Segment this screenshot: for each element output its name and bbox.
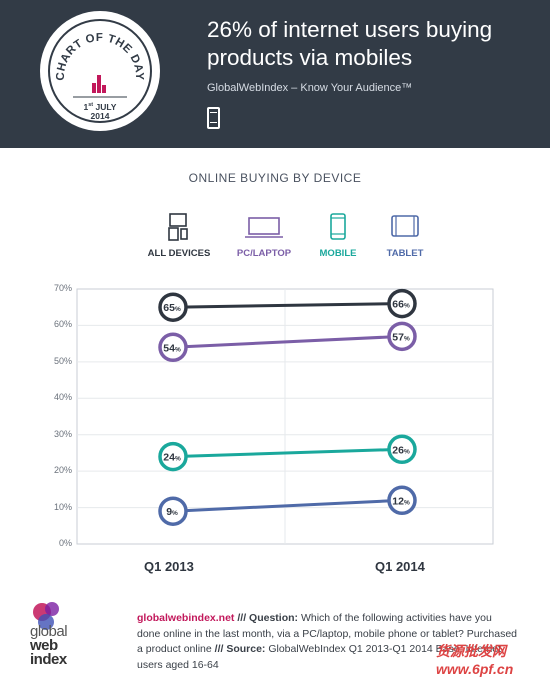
- legend-item-pc-laptop: PC/LAPTOP: [224, 212, 304, 259]
- footer-source-text: globalwebindex.net /// Question: Which o…: [137, 612, 517, 671]
- series-line: [172, 447, 403, 459]
- legend-label: MOBILE: [319, 248, 357, 259]
- chart-of-the-day-badge: CHART OF THE DAY 1st JULY 2014: [40, 11, 160, 131]
- data-point: [387, 485, 417, 516]
- badge-date: 1st JULY: [83, 101, 117, 112]
- y-tick-label: 0%: [58, 538, 72, 548]
- badge-bars-icon: [92, 73, 110, 93]
- watermark: 货源批发网 www.6pf.cn: [436, 643, 514, 677]
- data-point: [158, 441, 188, 472]
- data-point: [158, 292, 188, 322]
- series-line: [172, 302, 403, 309]
- y-tick-label: 50%: [53, 355, 72, 366]
- chart-title: ONLINE BUYING BY DEVICE: [188, 171, 362, 185]
- data-point: [158, 496, 188, 526]
- data-point: [387, 321, 417, 352]
- data-label: 9%: [166, 506, 178, 518]
- header-banner: CHART OF THE DAY 1st JULY 2014 26% of in…: [0, 0, 550, 148]
- y-tick-label: 70%: [53, 283, 72, 293]
- globalwebindex-logo: global web index: [28, 598, 108, 688]
- phone-icon: [207, 107, 220, 129]
- tablet-icon: [391, 215, 419, 237]
- y-tick-label: 30%: [53, 428, 72, 439]
- legend-label: ALL DEVICES: [147, 248, 211, 259]
- legend-item-all-devices: ALL DEVICES: [139, 212, 219, 259]
- x-tick-label: Q1 2013: [144, 559, 194, 574]
- legend-item-tablet: TABLET: [365, 212, 445, 259]
- legend-label: PC/LAPTOP: [236, 248, 292, 259]
- legend-item-mobile: MOBILE: [298, 212, 378, 259]
- data-point: [387, 288, 417, 319]
- laptop-icon: [245, 217, 283, 238]
- y-tick-label: 10%: [53, 501, 72, 512]
- page-title: 26% of internet users buying products vi…: [207, 17, 493, 70]
- legend-label: TABLET: [386, 248, 424, 259]
- y-tick-label: 40%: [53, 392, 72, 403]
- site-link[interactable]: globalwebindex.net: [137, 612, 235, 624]
- y-tick-label: 60%: [53, 319, 72, 330]
- y-tick-label: 20%: [53, 465, 72, 476]
- x-tick-label: Q1 2014: [375, 559, 425, 574]
- series-line: [172, 498, 403, 513]
- page-subtitle: GlobalWebIndex – Know Your Audience™: [207, 82, 413, 94]
- all-devices-icon: [168, 213, 188, 241]
- data-point: [158, 332, 188, 363]
- badge-ring: CHART OF THE DAY: [48, 19, 152, 123]
- mobile-icon: [330, 213, 346, 240]
- data-point: [387, 434, 417, 465]
- badge-year: 2014: [90, 111, 110, 121]
- logo-text: global web index: [30, 623, 68, 668]
- series-line: [172, 334, 403, 349]
